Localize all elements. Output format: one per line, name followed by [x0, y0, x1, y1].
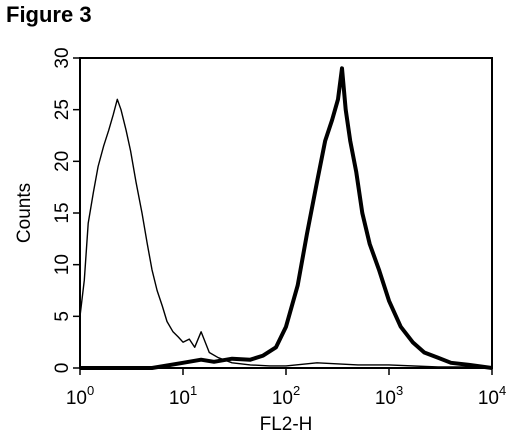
- y-tick-label: 20: [52, 151, 73, 172]
- x-tick-label: 103: [375, 383, 403, 409]
- series-line-control: [79, 98, 492, 368]
- plot-area: [79, 57, 493, 370]
- y-tick-label: 15: [52, 202, 73, 223]
- x-tick-label: 101: [169, 383, 197, 409]
- y-axis-title: Counts: [14, 183, 35, 243]
- y-tick-label: 10: [52, 254, 73, 275]
- x-tick-label: 100: [66, 383, 94, 409]
- x-axis-title: FL2-H: [260, 414, 313, 435]
- series-line-stained: [80, 66, 493, 370]
- y-tick-label: 30: [52, 47, 73, 68]
- figure-title: Figure 3: [6, 2, 92, 27]
- x-tick-label: 102: [272, 383, 300, 409]
- x-tick-label: 104: [478, 383, 506, 409]
- y-tick-label: 0: [52, 363, 73, 374]
- y-tick-label: 5: [52, 311, 73, 322]
- y-tick-label: 25: [52, 99, 73, 120]
